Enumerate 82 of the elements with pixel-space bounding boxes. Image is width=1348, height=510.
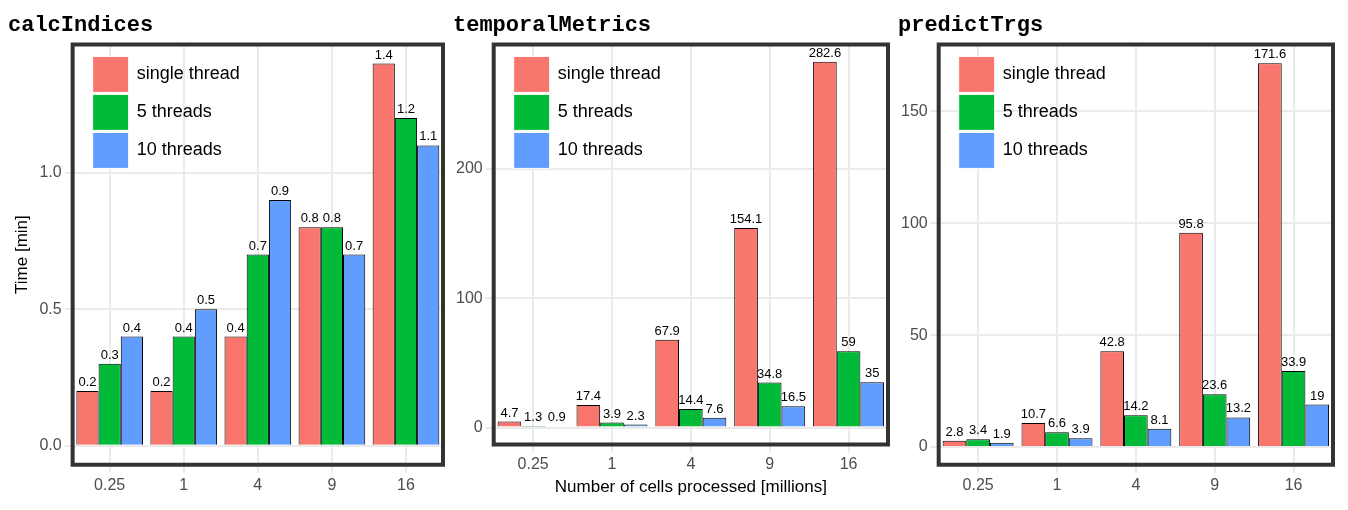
- y-tick-label: 150: [900, 101, 928, 119]
- data-label: 0.2: [152, 374, 171, 390]
- legend-label: single thread: [136, 63, 240, 84]
- data-label: 0.9: [271, 183, 290, 199]
- data-label: 0.4: [174, 319, 193, 335]
- data-label: 1.9: [992, 425, 1011, 441]
- data-label: 8.1: [1150, 411, 1169, 427]
- data-label: 282.6: [808, 44, 842, 60]
- x-tick-label: 4: [253, 475, 263, 493]
- data-label: 67.9: [654, 322, 680, 338]
- data-label: 16.5: [780, 389, 807, 405]
- y-axis-title: Time [min]: [11, 215, 31, 294]
- x-tick-label: 16: [1284, 475, 1303, 493]
- legend-label: 5 threads: [136, 101, 212, 122]
- data-label: 0.7: [248, 237, 267, 253]
- data-label: 95.8: [1178, 215, 1204, 231]
- data-label: 14.4: [678, 392, 704, 408]
- x-tick-label: 9: [1210, 475, 1220, 493]
- data-label: 0.2: [78, 374, 97, 390]
- x-tick-label: 4: [1131, 475, 1141, 493]
- x-tick-label: 0.25: [962, 475, 994, 493]
- data-label: 33.9: [1280, 354, 1307, 370]
- data-label: 3.9: [602, 405, 622, 421]
- x-tick-label: 9: [327, 475, 337, 493]
- data-label: 1.3: [524, 408, 543, 424]
- data-label: 3.9: [1071, 421, 1090, 437]
- data-label: 14.2: [1123, 398, 1149, 414]
- data-label: 3.4: [969, 422, 988, 438]
- y-tick-label: 0.0: [39, 436, 62, 454]
- data-label: 0.8: [300, 210, 319, 226]
- legend-label: 10 threads: [557, 139, 643, 160]
- x-tick-label: 16: [839, 455, 858, 473]
- y-tick-label: 100: [455, 288, 483, 306]
- data-label: 59: [841, 334, 856, 350]
- data-label: 0.4: [226, 319, 245, 335]
- chart-title: temporalMetrics: [453, 12, 652, 38]
- data-label: 1.2: [396, 101, 415, 117]
- legend-label: 10 threads: [136, 139, 222, 160]
- data-label: 2.8: [945, 423, 964, 439]
- y-tick-label: 0: [473, 417, 483, 435]
- y-tick-label: 200: [455, 159, 483, 177]
- data-label: 0.8: [322, 210, 341, 226]
- y-tick-label: 1.0: [39, 163, 62, 181]
- y-tick-label: 0.5: [39, 299, 62, 317]
- data-label: 1.1: [419, 128, 438, 144]
- data-label: 13.2: [1225, 400, 1252, 416]
- data-label: 19: [1309, 387, 1325, 403]
- data-label: 2.3: [626, 407, 645, 423]
- data-label: 17.4: [575, 388, 601, 404]
- data-label: 171.6: [1253, 46, 1287, 62]
- data-label: 1.4: [374, 46, 393, 62]
- data-label: 10.7: [1020, 406, 1046, 422]
- x-axis-title: Number of cells processed [millions]: [554, 477, 827, 497]
- data-label: 0.3: [100, 346, 119, 362]
- data-label: 42.8: [1099, 334, 1125, 350]
- x-tick-label: 4: [686, 455, 696, 473]
- legend-label: 5 threads: [1002, 101, 1078, 122]
- y-tick-label: 100: [900, 213, 928, 231]
- data-label: 154.1: [729, 211, 763, 227]
- legend-label: single thread: [1002, 63, 1106, 84]
- data-label: 4.7: [500, 404, 519, 420]
- x-tick-label: 0.25: [517, 455, 549, 473]
- data-label: 35: [864, 365, 880, 381]
- data-label: 0.9: [547, 409, 566, 425]
- y-tick-label: 50: [909, 325, 928, 343]
- x-tick-label: 1: [179, 475, 189, 493]
- data-label: 7.6: [705, 400, 724, 416]
- chart-title: predictTrgs: [898, 12, 1044, 38]
- legend-label: 10 threads: [1002, 139, 1088, 160]
- x-tick-label: 0.25: [94, 475, 126, 493]
- x-tick-label: 16: [397, 475, 415, 493]
- data-label: 0.4: [122, 319, 141, 335]
- data-label: 0.7: [345, 237, 364, 253]
- x-tick-label: 1: [1052, 475, 1062, 493]
- chart-title: calcIndices: [8, 12, 154, 38]
- x-tick-label: 1: [607, 455, 617, 473]
- x-tick-label: 9: [765, 455, 775, 473]
- data-label: 0.5: [196, 292, 216, 308]
- legend-label: single thread: [557, 63, 661, 84]
- y-tick-label: 0: [918, 437, 928, 455]
- data-label: 6.6: [1047, 415, 1067, 431]
- legend-label: 5 threads: [557, 101, 633, 122]
